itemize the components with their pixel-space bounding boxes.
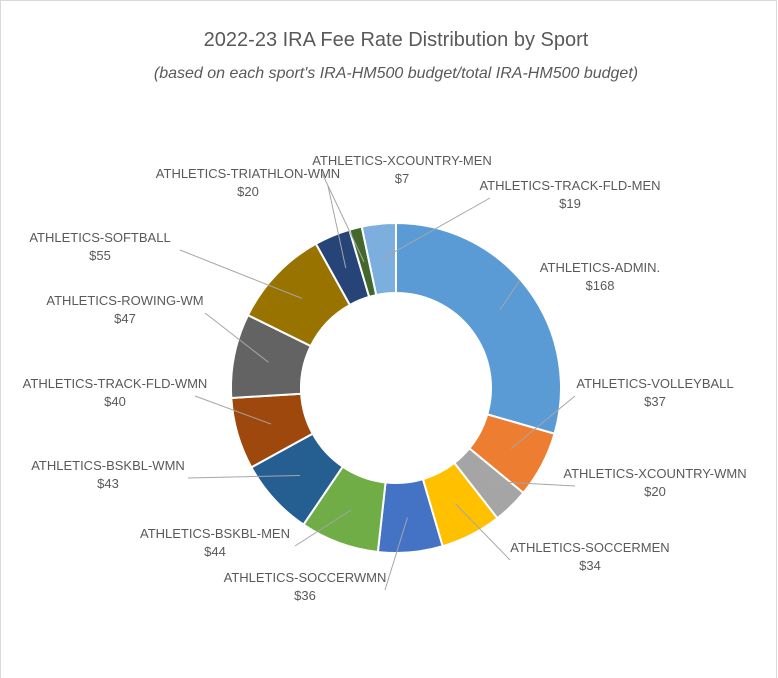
data-label: ATHLETICS-BSKBL-WMN $43	[31, 458, 185, 491]
data-label: ATHLETICS-VOLLEYBALL $37	[576, 376, 733, 409]
leader-line	[321, 172, 365, 263]
data-label: ATHLETICS-SOCCERWMN $36	[224, 570, 387, 603]
value-label: $7	[395, 171, 409, 186]
leader-line	[499, 279, 521, 311]
category-label: ATHLETICS-BSKBL-WMN	[31, 458, 185, 473]
value-label: $19	[559, 196, 581, 211]
data-label: ATHLETICS-BSKBL-MEN $44	[140, 526, 290, 559]
leader-line	[382, 197, 491, 260]
leader-line	[204, 312, 269, 363]
leader-line	[510, 395, 576, 449]
data-label: ATHLETICS-TRACK-FLD-MEN $19	[479, 178, 660, 211]
leader-line	[194, 395, 272, 425]
chart-subtitle: (based on each sport's IRA-HM500 budget/…	[154, 65, 638, 82]
data-label: ATHLETICS-SOFTBALL $55	[29, 230, 170, 263]
data-label: ATHLETICS-ROWING-WM $47	[46, 293, 203, 326]
category-label: ATHLETICS-VOLLEYBALL	[576, 376, 733, 391]
data-label: ATHLETICS-TRACK-FLD-WMN $40	[23, 376, 208, 409]
category-label: ATHLETICS-SOCCERWMN	[224, 570, 387, 585]
data-label: ATHLETICS-TRIATHLON-WMN $20	[156, 166, 340, 199]
value-label: $44	[204, 544, 226, 559]
value-label: $20	[237, 184, 259, 199]
category-label: ATHLETICS-ADMIN.	[540, 260, 660, 275]
leader-line	[384, 517, 408, 591]
leader-line	[187, 475, 300, 479]
value-label: $37	[644, 394, 666, 409]
leader-line	[454, 503, 511, 561]
category-label: ATHLETICS-TRACK-FLD-MEN	[479, 178, 660, 193]
data-label: ATHLETICS-ADMIN. $168	[540, 260, 660, 293]
data-label: ATHLETICS-XCOUNTRY-WMN $20	[563, 466, 746, 499]
leader-line	[179, 249, 303, 299]
value-label: $43	[97, 476, 119, 491]
value-label: $47	[114, 311, 136, 326]
category-label: ATHLETICS-SOCCERMEN	[510, 540, 669, 555]
category-label: ATHLETICS-ROWING-WM	[46, 293, 203, 308]
donut-slice	[395, 221, 562, 436]
category-label: ATHLETICS-XCOUNTRY-MEN	[312, 153, 492, 168]
leader-line	[294, 509, 352, 547]
value-label: $20	[644, 484, 666, 499]
value-label: $34	[579, 558, 601, 573]
data-label: ATHLETICS-XCOUNTRY-MEN $7	[312, 153, 492, 186]
chart-title: 2022-23 IRA Fee Rate Distribution by Spo…	[204, 29, 589, 51]
leader-line	[486, 480, 576, 487]
leader-line	[327, 185, 347, 269]
category-label: ATHLETICS-XCOUNTRY-WMN	[563, 466, 746, 481]
value-label: $55	[89, 248, 111, 263]
value-label: $168	[586, 278, 615, 293]
category-label: ATHLETICS-BSKBL-MEN	[140, 526, 290, 541]
data-label: ATHLETICS-SOCCERMEN $34	[510, 540, 669, 573]
category-label: ATHLETICS-TRACK-FLD-WMN	[23, 376, 208, 391]
category-label: ATHLETICS-TRIATHLON-WMN	[156, 166, 340, 181]
donut-slice	[360, 221, 397, 297]
value-label: $36	[294, 588, 316, 603]
category-label: ATHLETICS-SOFTBALL	[29, 230, 170, 245]
value-label: $40	[104, 394, 126, 409]
